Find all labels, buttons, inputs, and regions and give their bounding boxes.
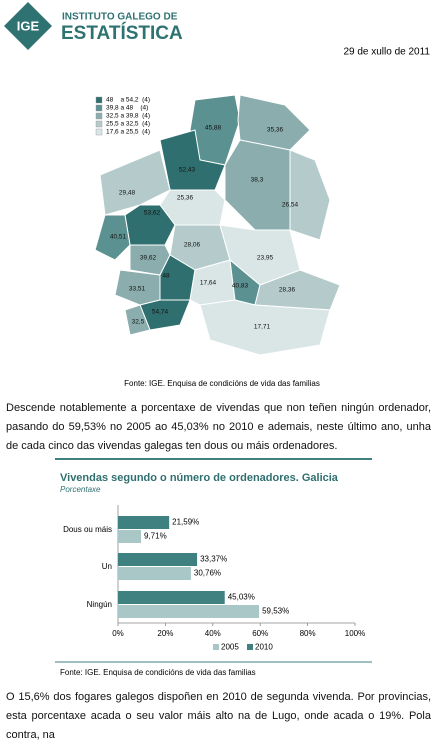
value-label: 33,37% — [200, 555, 227, 564]
value-label: 21,59% — [172, 518, 199, 527]
map-region — [224, 139, 291, 231]
value-label: 59,53% — [262, 607, 289, 616]
legend-swatch — [95, 112, 103, 120]
region-label: 40,83 — [232, 283, 249, 290]
bar — [118, 516, 170, 529]
region-label: 28,06 — [184, 242, 201, 249]
legend-swatch — [95, 104, 103, 112]
region-label: 35,36 — [267, 127, 284, 134]
map: 45,88 35,36 52,43 38,3 29,48 25,36 26,54 53,62 4… — [94, 94, 341, 356]
y-tick-label: Dous ou máis — [63, 525, 112, 534]
legend-label: 32,5 a 39,8 (4) — [106, 113, 150, 120]
map-region — [94, 214, 131, 261]
x-tick-label: 0% — [112, 629, 124, 638]
chart-subtitle: Porcentaxe — [60, 485, 101, 494]
logo-mark: IGE — [17, 18, 40, 33]
logo: IGE INSTITUTO GALEGO DE ESTATÍSTICA — [4, 2, 183, 50]
org-line2: ESTATÍSTICA — [61, 22, 183, 44]
region-label: 48 — [162, 273, 170, 280]
value-label: 9,71% — [144, 532, 167, 541]
canvas: IGE INSTITUTO GALEGO DE ESTATÍSTICA 29 d… — [4, 2, 430, 677]
region-label: 26,54 — [282, 202, 299, 209]
map-region — [124, 304, 151, 336]
region-label: 28,36 — [279, 287, 296, 294]
region-label: 33,51 — [129, 286, 146, 293]
x-tick-label: 100% — [345, 629, 365, 638]
x-tick-label: 20% — [157, 629, 173, 638]
logo-shape — [4, 2, 52, 50]
legend-label: 2010 — [255, 643, 273, 652]
bar — [118, 553, 198, 566]
page: { "header": {"logo_mark": "IGE", "org_li… — [4, 2, 431, 741]
legend-swatch — [247, 644, 253, 650]
map-source: Fonte: IGE. Enquisa de condicións de vid… — [124, 379, 320, 388]
bar-chart: Vivendas segundo o número de ordenadores… — [55, 458, 372, 663]
region-label: 17,71 — [254, 324, 271, 331]
legend-swatch — [95, 96, 103, 104]
region-label: 29,48 — [119, 190, 136, 197]
bar — [118, 605, 260, 618]
legend-swatch — [95, 128, 103, 136]
region-label: 39,62 — [140, 255, 157, 262]
legend-label: 39,8 a 48 (4) — [106, 105, 148, 112]
map-region — [289, 149, 331, 241]
value-label: 45,03% — [228, 593, 255, 602]
bar — [118, 567, 191, 580]
region-label: 52,43 — [179, 167, 196, 174]
region-label: 23,95 — [257, 255, 274, 262]
y-tick-label: Ningún — [87, 600, 112, 609]
legend-swatch — [95, 120, 103, 128]
region-label: 54,74 — [152, 309, 169, 316]
legend-label: 17,6 a 25,5 (4) — [106, 129, 150, 136]
value-label: 30,76% — [194, 569, 221, 578]
paragraph: O 15,6% dos fogares galegos dispoñen en … — [6, 691, 431, 741]
map-region — [199, 299, 331, 356]
legend-label: 25,5 a 32,5 (4) — [106, 121, 150, 128]
region-label: 38,3 — [251, 177, 264, 184]
map-region — [254, 269, 341, 311]
date: 29 de xullo de 2011 — [343, 47, 430, 58]
bar — [118, 530, 142, 543]
region-label: 25,36 — [177, 195, 194, 202]
x-tick-label: 80% — [300, 629, 316, 638]
region-label: 32,5 — [132, 319, 145, 326]
x-tick-label: 40% — [205, 629, 221, 638]
chart-source: Fonte: IGE. Enquisa de condicións de vid… — [60, 668, 256, 677]
legend-label: 48 a 54,2 (4) — [106, 97, 150, 104]
bar — [118, 591, 225, 604]
x-tick-label: 60% — [252, 629, 268, 638]
region-label: 45,88 — [205, 125, 222, 132]
legend-label: 2005 — [221, 643, 239, 652]
map-region — [99, 149, 171, 216]
legend-swatch — [213, 644, 219, 650]
chart-title: Vivendas segundo o número de ordenadores… — [60, 472, 339, 484]
y-tick-label: Un — [102, 562, 112, 571]
paragraph: Descende notablemente a porcentaxe de vi… — [6, 402, 431, 452]
region-label: 17,64 — [200, 280, 217, 287]
region-label: 40,51 — [110, 234, 127, 241]
region-label: 53,62 — [144, 210, 161, 217]
org-line1: INSTITUTO GALEGO DE — [62, 12, 178, 23]
